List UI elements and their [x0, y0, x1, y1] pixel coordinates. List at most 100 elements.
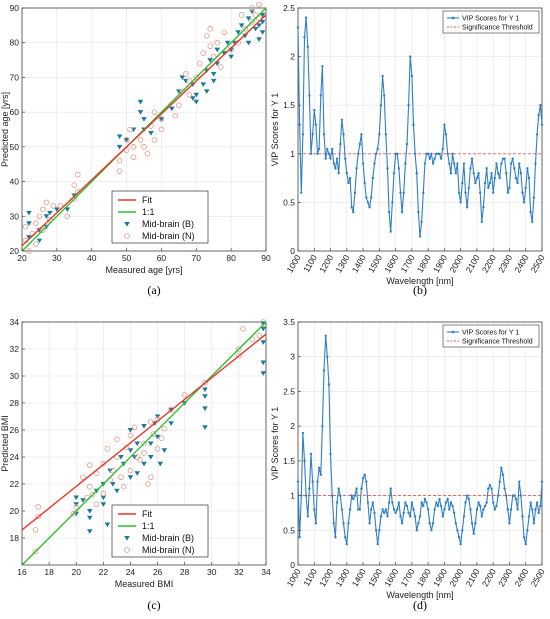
legend-label: VIP Scores for Y 1: [462, 330, 519, 337]
data-point-n: [104, 446, 111, 452]
legend-label: 1:1: [142, 207, 155, 217]
data-point-n: [40, 227, 46, 233]
data-point-b: [228, 54, 234, 60]
data-point-n: [74, 171, 81, 178]
data-point-b: [86, 529, 93, 534]
vip-point: [474, 522, 477, 525]
data-point-n: [249, 19, 255, 25]
vip-point: [461, 181, 464, 185]
y-axis-label: Predicted BMI: [0, 415, 10, 472]
data-point-b: [137, 110, 144, 115]
x-tick-label: 2200: [480, 253, 498, 275]
vip-point: [529, 501, 532, 504]
vip-point: [306, 45, 309, 49]
vip-point: [316, 480, 319, 483]
data-point-n: [80, 474, 86, 481]
y-tick-label: 0: [290, 246, 295, 256]
data-point-n: [256, 332, 263, 339]
vip-point: [508, 186, 511, 190]
vip-point: [300, 191, 303, 194]
vip-point: [452, 511, 456, 515]
legend: VIP Scores for Y 1 Significance Threshold: [442, 10, 540, 34]
vip-point: [498, 480, 501, 483]
data-point-n: [86, 483, 93, 490]
vip-point: [431, 162, 435, 165]
data-point-n: [150, 431, 157, 437]
vip-series-line: [297, 17, 543, 237]
vip-point: [467, 186, 470, 190]
vip-point: [348, 508, 352, 511]
data-point-n: [100, 460, 107, 467]
data-point-b: [86, 509, 93, 514]
plot-frame: [297, 7, 543, 252]
vip-point: [402, 511, 405, 515]
vip-point: [467, 497, 470, 501]
y-tick-label: 50: [10, 142, 20, 152]
y-tick-label: 1.5: [283, 100, 295, 110]
data-point-b: [202, 394, 208, 399]
data-point-n: [123, 147, 130, 154]
plot-frame: [21, 321, 267, 566]
data-point-n: [151, 109, 158, 115]
legend-label: VIP Scores for Y 1: [462, 16, 519, 23]
y-tick-label: 26: [10, 425, 20, 435]
data-point-b: [256, 37, 262, 42]
vip-point: [376, 147, 379, 151]
legend-label: Mid-brain (B): [142, 533, 194, 543]
vip-point: [413, 515, 417, 518]
vip-point: [304, 494, 308, 497]
vip-point: [404, 162, 407, 165]
vip-point: [358, 142, 362, 146]
y-axis-label: VIP Scores for Y 1: [270, 407, 280, 481]
vip-point: [490, 487, 493, 490]
vip-point: [495, 504, 498, 508]
data-point-b: [168, 421, 174, 426]
vip-point: [409, 515, 412, 518]
vip-point: [475, 176, 479, 180]
vip-point: [384, 508, 388, 511]
legend-box: [442, 10, 540, 34]
vip-point: [317, 147, 321, 151]
x-tick-label: 30: [52, 253, 62, 263]
y-tick-label: 30: [10, 371, 20, 381]
data-point-n: [127, 432, 134, 439]
vip-point: [381, 508, 384, 511]
vip-point: [426, 152, 430, 155]
vip-point: [391, 201, 394, 204]
data-point-n: [33, 220, 39, 227]
fit-line: [21, 14, 267, 247]
vip-point: [493, 176, 497, 180]
vip-point: [487, 186, 490, 190]
data-point-n: [238, 12, 245, 18]
data-point-n: [147, 474, 154, 481]
y-tick-label: 18: [10, 533, 20, 543]
vip-point: [342, 133, 345, 136]
vip-point: [462, 515, 466, 518]
data-point-n: [158, 435, 165, 441]
vip-point: [321, 424, 324, 428]
data-point-b: [179, 75, 186, 81]
data-point-b: [124, 536, 130, 541]
vip-point: [326, 355, 329, 358]
vip-point: [500, 162, 503, 165]
chart-panel-b: 1000110012001300140015001600170018001900…: [270, 3, 547, 297]
vip-point: [340, 118, 344, 121]
x-tick-label: 2500: [529, 253, 547, 275]
data-point-b: [141, 423, 147, 429]
data-point-b: [36, 238, 43, 244]
panel-caption: (a): [147, 283, 160, 297]
x-tick-label: 2300: [496, 253, 514, 275]
y-tick-label: 30: [10, 211, 20, 221]
vip-point: [505, 494, 508, 497]
vip-point: [482, 206, 485, 209]
vip-point: [435, 501, 438, 504]
vip-point: [343, 157, 347, 160]
data-point-b: [256, 23, 262, 28]
legend: Fit 1:1 Mid-brain (B) Mid-brain (N): [111, 504, 209, 558]
data-point-b: [110, 482, 116, 487]
x-tick-label: 1100: [301, 253, 319, 274]
vip-point: [428, 157, 431, 160]
vip-point: [485, 167, 488, 170]
vip-point: [448, 508, 451, 511]
x-axis-label: Measured BMI: [115, 579, 174, 589]
